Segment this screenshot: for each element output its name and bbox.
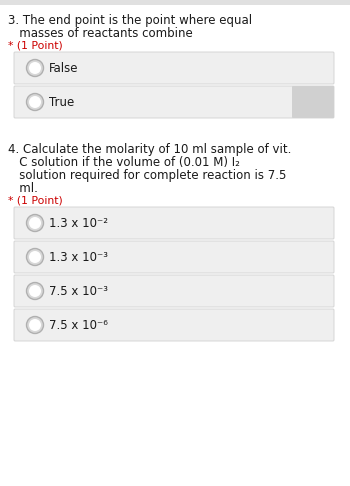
Circle shape xyxy=(29,217,41,229)
Text: * (1 Point): * (1 Point) xyxy=(8,195,63,205)
FancyBboxPatch shape xyxy=(14,86,334,118)
FancyBboxPatch shape xyxy=(14,52,334,84)
Text: masses of reactants combine: masses of reactants combine xyxy=(8,27,193,40)
FancyBboxPatch shape xyxy=(14,241,334,273)
Text: 1.3 x 10⁻³: 1.3 x 10⁻³ xyxy=(49,250,108,263)
Text: 4. Calculate the molarity of 10 ml sample of vit.: 4. Calculate the molarity of 10 ml sampl… xyxy=(8,143,291,156)
Circle shape xyxy=(27,214,43,231)
Circle shape xyxy=(29,96,41,108)
Text: solution required for complete reaction is 7.5: solution required for complete reaction … xyxy=(8,169,286,182)
Text: True: True xyxy=(49,96,74,108)
Text: 3. The end point is the point where equal: 3. The end point is the point where equa… xyxy=(8,14,252,27)
Text: * (1 Point): * (1 Point) xyxy=(8,40,63,50)
Text: False: False xyxy=(49,62,78,74)
Circle shape xyxy=(27,93,43,110)
Circle shape xyxy=(27,248,43,265)
FancyBboxPatch shape xyxy=(292,86,334,118)
Text: 7.5 x 10⁻³: 7.5 x 10⁻³ xyxy=(49,284,108,297)
Circle shape xyxy=(29,285,41,297)
Circle shape xyxy=(29,319,41,331)
FancyBboxPatch shape xyxy=(14,275,334,307)
Text: 7.5 x 10⁻⁶: 7.5 x 10⁻⁶ xyxy=(49,318,108,331)
Bar xyxy=(0,0,350,5)
Text: C solution if the volume of (0.01 M) I₂: C solution if the volume of (0.01 M) I₂ xyxy=(8,156,240,169)
Circle shape xyxy=(27,316,43,333)
Circle shape xyxy=(27,282,43,299)
FancyBboxPatch shape xyxy=(14,207,334,239)
Text: 1.3 x 10⁻²: 1.3 x 10⁻² xyxy=(49,216,108,229)
Circle shape xyxy=(29,62,41,74)
Circle shape xyxy=(29,251,41,263)
Circle shape xyxy=(27,59,43,76)
FancyBboxPatch shape xyxy=(14,309,334,341)
Text: ml.: ml. xyxy=(8,182,38,195)
